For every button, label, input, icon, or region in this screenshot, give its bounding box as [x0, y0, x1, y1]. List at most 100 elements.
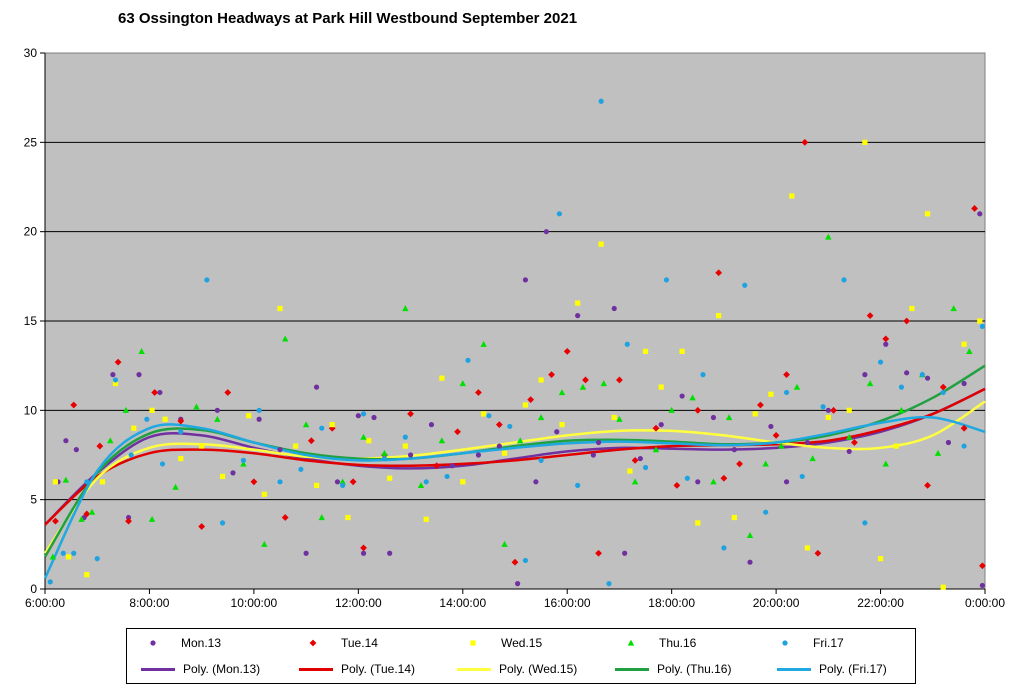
data-point: [387, 550, 393, 556]
data-point: [595, 549, 602, 557]
legend-label: Mon.13: [181, 636, 222, 650]
data-point: [598, 98, 604, 104]
data-point: [402, 434, 408, 440]
data-point: [631, 456, 639, 464]
data-point: [261, 491, 267, 497]
data-point: [110, 372, 116, 378]
data-point: [977, 211, 983, 217]
data-point: [522, 557, 529, 564]
data-point: [355, 413, 361, 419]
data-point: [809, 455, 816, 462]
data-point: [360, 411, 367, 417]
data-point: [107, 437, 114, 444]
data-point: [313, 384, 320, 390]
data-point: [122, 406, 130, 413]
legend-marker-shape: [782, 640, 788, 646]
data-point: [563, 347, 571, 355]
data-point: [851, 439, 858, 446]
data-point: [360, 544, 367, 552]
data-point: [224, 389, 232, 396]
x-tick-label: 12:00:00: [335, 596, 382, 610]
data-point: [841, 277, 847, 283]
legend-item-trendline: Poly. (Wed.15): [457, 658, 577, 680]
data-point: [345, 514, 351, 521]
data-point: [449, 463, 455, 469]
chart-title: 63 Ossington Headways at Park Hill Westb…: [118, 10, 578, 27]
data-point: [144, 416, 150, 422]
data-point: [904, 370, 910, 376]
data-point: [495, 421, 503, 429]
data-point: [423, 516, 429, 522]
x-tick-label: 14:00:00: [439, 596, 486, 610]
series-fri-17: [47, 98, 985, 587]
data-point: [71, 550, 77, 556]
trendline: [43, 400, 986, 554]
data-point: [99, 479, 106, 485]
y-tick-label: 10: [24, 403, 38, 417]
legend-item-series: Thu.16: [605, 632, 696, 654]
data-point: [903, 317, 911, 325]
data-point: [673, 481, 681, 489]
y-tick-label: 15: [24, 314, 38, 328]
data-point: [136, 372, 142, 378]
data-point: [804, 439, 811, 446]
data-point: [131, 425, 137, 431]
data-point: [950, 305, 957, 312]
data-point: [63, 438, 69, 444]
data-point: [971, 205, 978, 212]
data-point: [381, 449, 388, 456]
data-point: [575, 300, 581, 306]
legend-marker: [127, 638, 179, 648]
data-point: [481, 411, 487, 417]
data-point: [789, 193, 795, 199]
x-tick-label: 6:00:00: [25, 596, 65, 610]
data-point: [138, 347, 145, 354]
legend-label: Poly. (Mon.13): [183, 662, 261, 676]
data-point: [600, 380, 607, 387]
x-tick-label: 0:00:00: [965, 596, 1005, 610]
data-point: [830, 406, 837, 414]
data-point: [679, 348, 685, 354]
data-point: [329, 422, 335, 428]
data-point: [883, 341, 889, 347]
data-point: [846, 407, 852, 413]
data-point: [214, 415, 221, 422]
data-point: [282, 335, 289, 342]
data-point: [924, 211, 931, 217]
data-point: [177, 417, 185, 425]
data-point: [720, 474, 728, 482]
data-point: [366, 438, 372, 444]
data-point: [125, 517, 132, 525]
legend-marker-shape: [150, 640, 156, 646]
data-point: [319, 425, 325, 431]
data-point: [439, 375, 445, 381]
legend-item-trendline: Poly. (Thu.16): [615, 658, 731, 680]
data-point: [277, 479, 283, 485]
data-point: [924, 375, 931, 381]
data-point: [527, 396, 535, 404]
data-point: [590, 452, 596, 458]
data-point: [543, 229, 549, 235]
data-point: [556, 211, 562, 217]
data-point: [114, 358, 122, 366]
data-point: [934, 449, 942, 456]
data-point: [533, 479, 539, 485]
data-point: [537, 414, 545, 421]
data-point: [554, 429, 560, 435]
data-point: [747, 559, 753, 565]
legend-item-trendline: Poly. (Fri.17): [777, 658, 887, 680]
data-point: [52, 479, 59, 485]
data-point: [752, 411, 758, 417]
data-point: [444, 473, 450, 480]
data-point: [261, 540, 268, 547]
data-point: [423, 479, 429, 485]
data-point: [939, 383, 947, 391]
data-point: [582, 376, 589, 384]
data-point: [433, 462, 441, 470]
data-point: [940, 389, 946, 396]
data-point: [575, 482, 581, 488]
data-point: [293, 443, 299, 449]
legend-marker-shape: [627, 639, 635, 646]
legend-line: [457, 667, 491, 671]
data-point: [731, 514, 737, 521]
